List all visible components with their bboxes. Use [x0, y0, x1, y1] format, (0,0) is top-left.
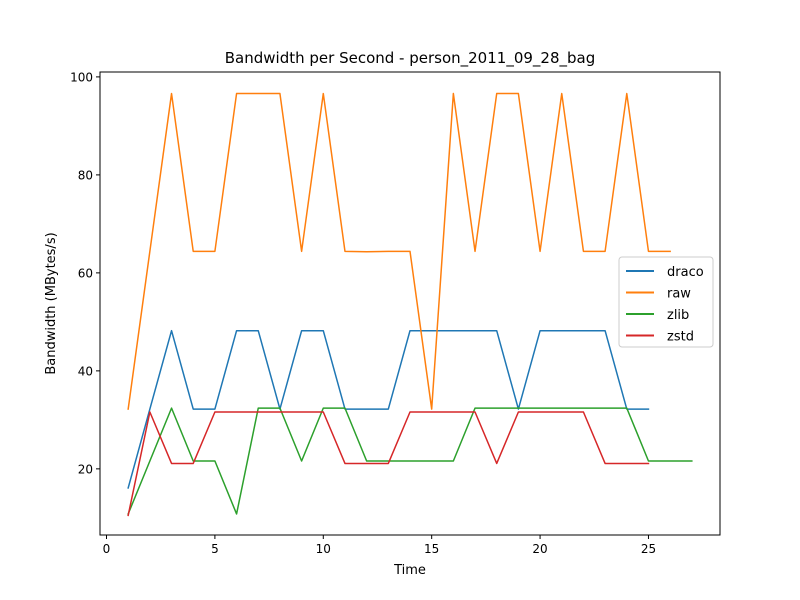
x-tick-label: 15	[424, 542, 439, 556]
legend: draco raw zlib zstd	[618, 256, 714, 348]
x-tick-label: 0	[103, 542, 111, 556]
y-axis-ticks: 20 40 60 80 100	[70, 70, 100, 476]
x-tick-label: 20	[532, 542, 547, 556]
series-line-draco	[127, 329, 650, 489]
legend-label-zstd: zstd	[667, 330, 694, 345]
x-axis-label: Time	[393, 563, 426, 578]
y-axis-label: Bandwidth (MBytes/s)	[44, 232, 59, 374]
series-line-raw	[127, 92, 671, 410]
series-line-zstd	[127, 411, 650, 517]
x-axis-ticks: 0 5 10 15 20 25	[103, 535, 656, 556]
y-tick-label: 60	[78, 266, 93, 280]
y-tick-label: 20	[78, 462, 93, 476]
plot-area-frame	[99, 71, 721, 536]
x-tick-label: 10	[316, 542, 331, 556]
y-tick-label: 80	[78, 168, 93, 182]
legend-box	[618, 256, 714, 348]
legend-label-zlib: zlib	[667, 308, 689, 323]
y-tick-label: 40	[78, 364, 93, 378]
x-tick-label: 25	[641, 542, 656, 556]
x-tick-label: 5	[211, 542, 219, 556]
legend-label-raw: raw	[667, 287, 691, 302]
legend-label-draco: draco	[667, 265, 704, 280]
plot-lines	[127, 92, 693, 517]
series-line-zlib	[127, 407, 693, 515]
y-tick-label: 100	[70, 70, 93, 84]
chart-title: Bandwidth per Second - person_2011_09_28…	[225, 49, 595, 68]
